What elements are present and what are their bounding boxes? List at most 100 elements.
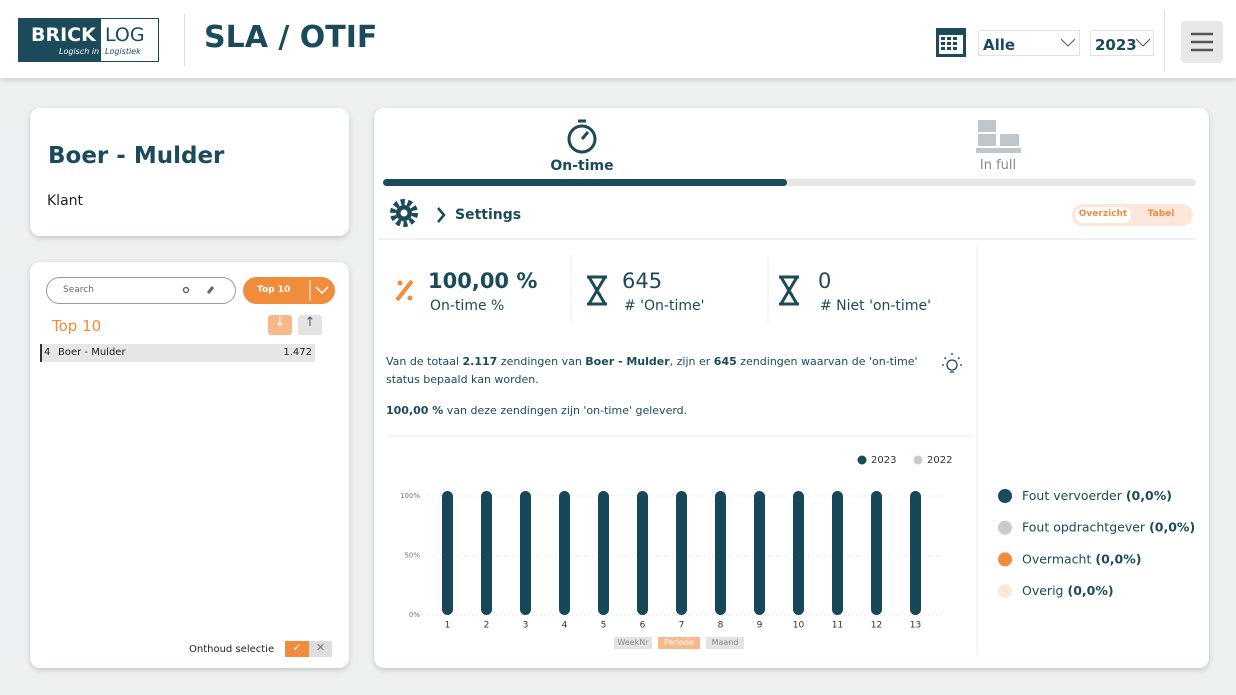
logo-tagline: Logistiek [105,47,141,56]
x-tick-label: 13 [910,621,921,631]
gear-icon [390,199,418,227]
bar [598,491,609,615]
summary-text: Van de totaal 2.117 zendingen van Boer -… [386,353,936,389]
x-tick-label: 10 [793,621,805,631]
reason-value: (0,0%) [1149,519,1195,534]
reason-value: (0,0%) [1067,583,1113,598]
hamburger-icon [1191,32,1213,52]
customer-filter[interactable]: Alle [978,30,1080,56]
reason-label: Fout opdrachtgever (0,0%) [1022,519,1195,534]
remember-label: Onthoud selectie [189,644,275,655]
x-tick-label: 2 [484,621,490,631]
reason-label: Overig (0,0%) [1022,583,1114,598]
reason-dot [998,489,1012,503]
bar [754,491,765,615]
legend-dot [857,455,867,465]
x-tick-label: 9 [757,621,763,631]
percent-icon [395,279,414,302]
lightbulb-icon [942,353,962,373]
reason-dot [998,584,1012,599]
reason-name: Fout vervoerder [1022,488,1123,503]
x-tick-label: 12 [871,621,882,631]
logo-tagline: Logisch in [59,47,100,56]
text: zendingen waarvan de 'on-time' status be… [386,355,918,386]
reason-label: Fout vervoerder (0,0%) [1022,488,1172,503]
level-button[interactable]: WeekNr [614,637,652,649]
legend-label: 2022 [927,455,952,466]
reason-name: Overmacht [1022,551,1091,566]
search-icons [182,286,215,294]
tab-label[interactable]: In full [979,158,1017,173]
row-name: Boer - Mulder [58,347,126,358]
reason-dot [998,552,1012,567]
customer-label: Klant [47,193,84,209]
list-panel: Search Top 10 Top 10 ↓ ↑ 4 Boer - Mulder… [30,262,349,668]
tab-progress [383,179,787,186]
page-title: SLA / OTIF [204,20,378,55]
x-tick-label: 1 [445,621,451,631]
text: Boer - Mulder [585,355,670,368]
text: 100,00 % [386,404,444,417]
reason-value: (0,0%) [1095,551,1141,566]
x-tick-label: 11 [832,621,843,631]
logo-sub: LOG [105,24,145,46]
view-toggle: Overzicht Tabel [1072,204,1193,226]
bar [793,491,804,615]
bar [715,491,726,615]
bar [910,491,921,615]
y-tick-label: 50% [404,552,420,560]
remember-on[interactable]: ✓ [285,641,309,657]
x-tick-label: 8 [718,621,724,631]
x-tick-label: 3 [523,621,529,631]
bar [871,491,882,615]
reason-value: (0,0%) [1126,488,1172,503]
x-tick-label: 5 [601,621,607,631]
bar [832,491,843,615]
legend-dot [913,455,923,465]
kpi-value: 645 [622,269,663,293]
summary-text: 100,00 % van deze zendingen zijn 'on-tim… [386,402,936,420]
level-button[interactable]: Maand [706,637,744,649]
reason-name: Fout opdrachtgever [1022,519,1146,534]
y-tick-label: 0% [409,611,420,619]
logo-main: BRICK [31,24,96,46]
tab-label[interactable]: On-time [550,158,614,174]
remember-off[interactable]: ✕ [309,641,332,657]
level-button[interactable]: Periode [658,637,700,649]
kpi-label: On-time % [430,298,505,314]
toggle-option[interactable]: Tabel [1147,209,1175,219]
header [0,0,1236,78]
hourglass-icon [779,275,799,306]
pallet-icon [976,120,1021,153]
sort-asc[interactable]: ↑ [298,315,322,335]
logo: BRICK LOG Logisch in Logistiek [18,18,159,62]
reason-name: Overig [1022,583,1063,598]
list-row[interactable]: 4 Boer - Mulder 1.472 [40,344,315,362]
bar [520,491,531,615]
settings-label[interactable]: Settings [455,207,522,223]
sort-desc[interactable]: ↓ [268,315,292,335]
text: zendingen van [497,355,586,368]
chevron [437,207,446,223]
reason-label: Overmacht (0,0%) [1022,551,1141,566]
year-filter[interactable]: 2023 [1090,30,1154,56]
row-rank: 4 [44,347,51,358]
bar [676,491,687,615]
text: 645 [713,355,737,368]
reason-dot [998,520,1012,535]
list-heading: Top 10 [52,317,102,335]
kpi-label: # 'On-time' [624,298,705,314]
calendar-icon [936,28,966,57]
dropdown-chevron [1060,38,1151,47]
bar [637,491,648,615]
x-tick-label: 7 [679,621,685,631]
bar [481,491,492,615]
toggle-option[interactable]: Overzicht [1075,207,1131,223]
row-value: 1.472 [283,347,312,358]
kpi-value: 0 [818,269,832,293]
search-box[interactable]: Search [46,277,236,304]
dropdown-chevron [315,286,329,295]
text: 2.117 [462,355,498,368]
text: van deze zendingen zijn 'on-time' geleve… [443,404,688,417]
